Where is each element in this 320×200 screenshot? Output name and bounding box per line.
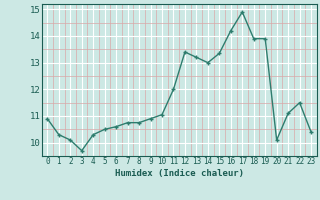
X-axis label: Humidex (Indice chaleur): Humidex (Indice chaleur): [115, 169, 244, 178]
